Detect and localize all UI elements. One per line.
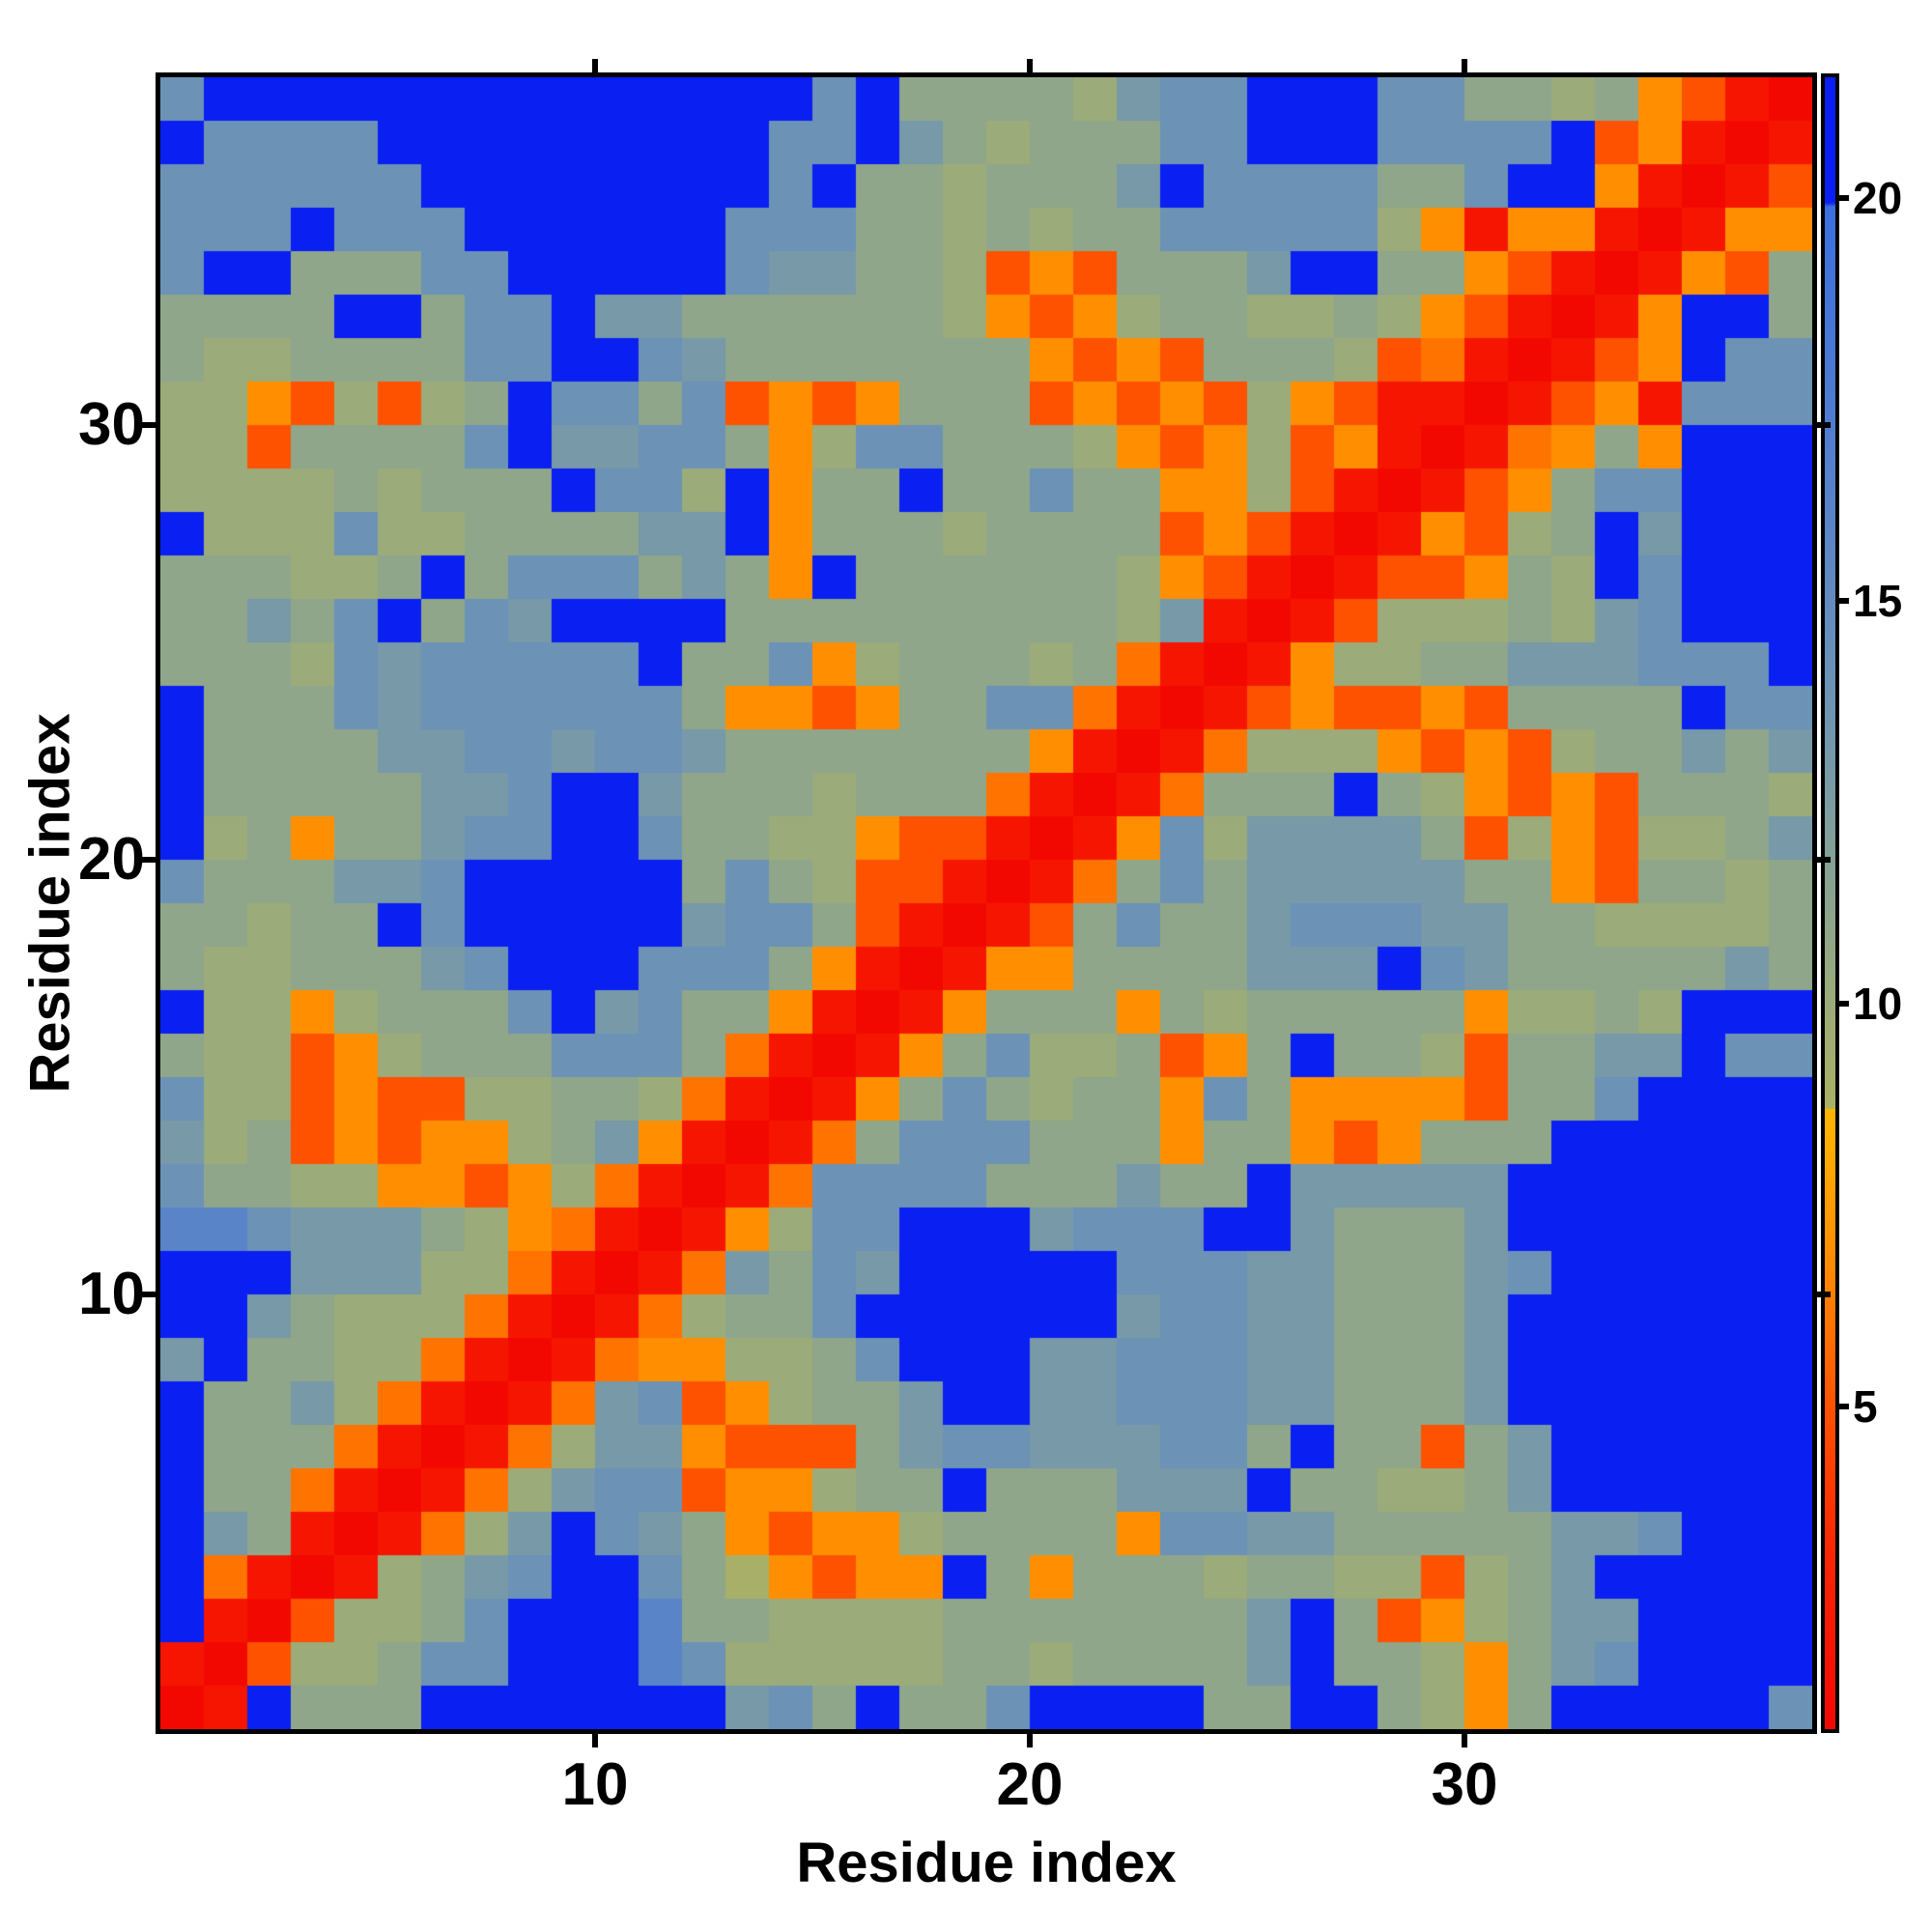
y-tick-mark xyxy=(142,422,156,428)
x-tick-label: 30 xyxy=(1431,1751,1498,1818)
colorbar-tick-mark xyxy=(1835,195,1849,202)
colorbar-tick-label: 20 xyxy=(1853,173,1903,224)
y-tick-label: 20 xyxy=(78,826,145,893)
y-tick-label: 10 xyxy=(78,1261,145,1327)
x-axis-title: Residue index xyxy=(796,1832,1177,1894)
x-tick-label: 20 xyxy=(996,1751,1064,1818)
colorbar-tick-mark xyxy=(1835,598,1849,605)
colorbar-tick-mark xyxy=(1835,1404,1849,1410)
x-tick-mark xyxy=(592,1734,598,1747)
colorbar xyxy=(1821,73,1839,1733)
colorbar-tick-label: 10 xyxy=(1853,979,1903,1030)
plot-area xyxy=(156,72,1817,1734)
colorbar-canvas xyxy=(1825,77,1835,1729)
y-tick-mark-right xyxy=(1817,1292,1831,1297)
colorbar-tick-mark xyxy=(1835,1001,1849,1008)
y-tick-mark-right xyxy=(1817,422,1831,428)
x-tick-mark xyxy=(1027,1734,1033,1747)
colorbar-tick-label: 15 xyxy=(1853,576,1903,627)
x-tick-mark-top xyxy=(592,59,598,72)
y-axis-title: Residue index xyxy=(18,713,82,1094)
x-tick-mark-top xyxy=(1462,59,1467,72)
x-tick-mark-top xyxy=(1027,59,1033,72)
y-tick-mark-right xyxy=(1817,857,1831,863)
x-tick-label: 10 xyxy=(561,1751,629,1818)
colorbar-tick-label: 5 xyxy=(1853,1381,1878,1433)
heatmap-canvas xyxy=(160,77,1812,1729)
x-tick-mark xyxy=(1462,1734,1467,1747)
y-tick-label: 30 xyxy=(78,391,145,458)
y-tick-mark xyxy=(142,1292,156,1297)
y-tick-mark xyxy=(142,857,156,863)
